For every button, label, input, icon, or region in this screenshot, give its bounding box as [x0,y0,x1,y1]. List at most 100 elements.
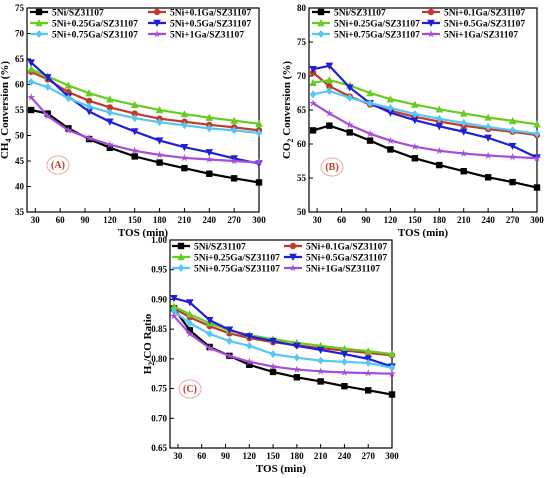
data-point [186,319,194,328]
data-point [345,84,354,92]
y-tick-label: 0.95 [151,265,167,275]
series-5 [170,307,396,372]
series-6 [169,311,396,378]
data-point [309,66,317,74]
data-point [341,382,348,390]
data-point [255,179,263,186]
data-point [309,78,317,86]
data-point [130,146,139,155]
data-point [386,95,395,103]
x-tick-label: 240 [481,215,495,225]
legend-label: 5Ni+0.75Ga/SZ31107 [52,30,138,40]
legend-marker [177,253,185,261]
x-axis-label: TOS (min) [256,463,307,475]
data-point [43,111,52,120]
data-point [186,310,194,318]
data-point [292,365,301,373]
data-point [316,346,325,354]
data-point [326,83,333,90]
x-tick-label: 150 [128,215,142,225]
legend-label: 5Ni+0.5Ga/SZ31107 [444,19,525,29]
data-point [269,350,277,359]
data-point [388,391,396,398]
data-point [27,59,35,67]
data-point [340,350,349,359]
data-point [366,129,375,138]
data-point [317,356,324,365]
legend: 5Ni/SZ31107 5Ni+0.1Ga/SZ31107 5Ni+0.25Ga/S… [30,8,251,40]
x-tick-label: 180 [290,451,304,461]
legend: 5Ni/SZ31107 5Ni+0.1Ga/SZ31107 5Ni+0.25Ga/S… [312,8,525,40]
data-point [131,153,138,160]
data-point [435,146,444,155]
data-point [533,129,541,138]
series-2 [309,69,541,139]
data-point [43,74,52,82]
data-point [346,129,353,136]
data-point [206,170,213,177]
series-line [312,89,538,135]
data-point [206,124,213,133]
x-axis-label: TOS (min) [398,227,449,239]
legend-marker [289,263,297,272]
data-point [27,93,36,101]
data-point [205,155,214,163]
data-point [436,114,443,123]
data-point [180,110,189,118]
x-tick-label: 270 [361,451,375,461]
x-tick-label: 300 [530,215,544,225]
y-tick-label: 0.80 [151,354,167,364]
data-point [246,361,253,368]
legend-marker [427,29,435,38]
legend-label: 5Ni+0.1Ga/SZ31107 [170,8,251,18]
data-point [387,146,394,153]
data-point [364,347,373,355]
panel-tag-outline [320,157,344,177]
x-tick-label: 30 [173,451,183,461]
series-line [173,310,393,369]
x-tick-label: 90 [221,451,231,461]
x-tick-label: 210 [457,215,471,225]
legend-label: 5Ni+1Ga/SZ31107 [170,30,244,40]
data-point [484,151,493,159]
series-4 [27,59,263,168]
data-point [170,307,178,316]
x-tick-label: 270 [227,215,241,225]
data-point [346,93,353,102]
data-point [245,333,254,341]
y-tick-label: 0.90 [151,294,167,304]
data-point [269,368,277,376]
data-point [205,149,214,157]
data-point [206,329,213,338]
data-point [309,127,317,134]
y-tick-label: 75 [15,3,25,13]
panel-tag: (A) [51,160,65,171]
data-point [105,140,114,149]
data-point [459,149,468,157]
data-point [365,387,372,394]
y-tick-label: 60 [297,139,307,149]
legend-label: 5Ni+0.25Ga/SZ31107 [194,253,280,263]
series-4 [170,295,396,371]
panel-tag: (B) [325,162,338,173]
legend-marker [427,19,435,27]
data-point [170,302,178,310]
legend: 5Ni/SZ31107 5Ni+0.1Ga/SZ31107 5Ni+0.25Ga/S… [172,242,387,274]
y-axis-label: H2/CO Ratio [142,313,156,374]
data-point [386,136,395,144]
x-axis-label: TOS (min) [118,227,169,239]
data-point [64,126,73,134]
y-tick-label: 0.70 [151,413,167,423]
data-point [106,108,114,117]
data-point [340,344,349,352]
y-tick-label: 50 [297,207,307,217]
y-tick-label: 60 [15,80,25,90]
data-point [85,102,93,111]
data-point [509,178,516,186]
data-point [386,109,395,117]
chart-panel-1: 30 60 90 120 150 180 210 240 270 300 35 40 45 50 55 60 6… [0,3,266,239]
legend-marker [153,19,161,27]
data-point [410,142,419,151]
x-tick-label: 180 [433,215,447,225]
